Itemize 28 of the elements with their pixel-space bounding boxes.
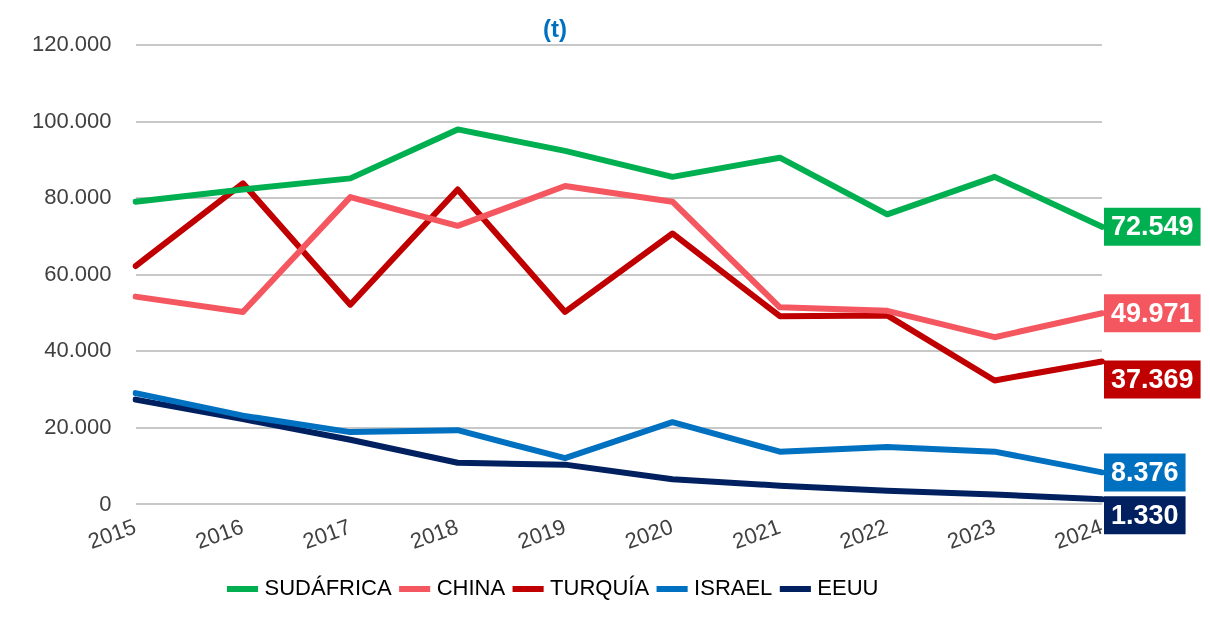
legend-label: SUDÁFRICA [264, 575, 392, 601]
y-tick-label: 0 [99, 490, 112, 516]
x-tick-label: 2024 [1051, 513, 1106, 554]
x-tick-label: 2020 [621, 513, 677, 554]
data-label: 1.330 [1111, 499, 1179, 530]
x-tick-label: 2017 [299, 513, 355, 554]
legend-label: EEUU [817, 575, 879, 601]
data-label: 8.376 [1111, 456, 1179, 487]
y-tick-label: 60.000 [44, 260, 112, 286]
chart-title: (t) [543, 15, 567, 43]
legend-label: ISRAEL [694, 575, 773, 601]
x-tick-label: 2016 [192, 513, 247, 554]
x-tick-label: 2023 [943, 513, 999, 554]
data-label: 72.549 [1111, 211, 1194, 242]
y-tick-label: 80.000 [44, 184, 112, 210]
legend-label: CHINA [436, 575, 506, 601]
legend-label: TURQUÍA [550, 575, 650, 601]
y-tick-label: 100.000 [31, 107, 112, 133]
data-label: 37.369 [1111, 363, 1194, 394]
x-tick-label: 2022 [836, 513, 892, 554]
y-tick-label: 20.000 [44, 413, 112, 439]
x-tick-label: 2018 [406, 513, 462, 554]
data-label: 49.971 [1111, 297, 1194, 328]
x-tick-label: 2015 [84, 513, 140, 554]
x-tick-label: 2019 [514, 513, 569, 554]
x-tick-label: 2021 [729, 513, 784, 554]
y-tick-label: 120.000 [31, 31, 112, 57]
y-tick-label: 40.000 [44, 337, 112, 363]
